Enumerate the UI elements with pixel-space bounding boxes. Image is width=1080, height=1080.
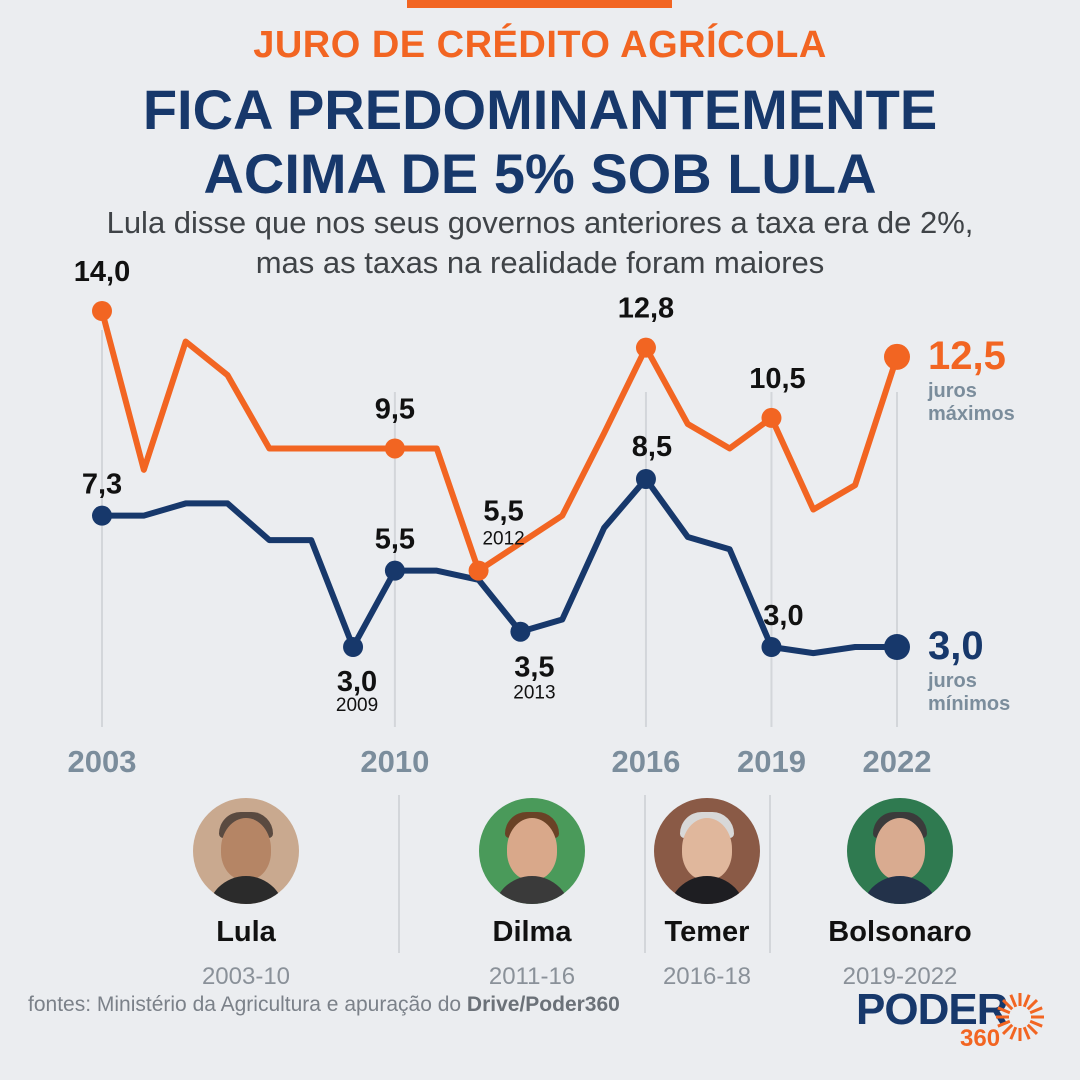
data-point: [384, 560, 405, 581]
sunburst-ray: [1022, 994, 1031, 1008]
headline-line-1: FICA PREDOMINANTEMENTE: [142, 78, 938, 141]
divider: [769, 795, 771, 953]
series-line-1: [99, 476, 900, 657]
source-note: fontes: Ministério da Agricultura e apur…: [28, 993, 620, 1017]
sunburst-ray: [1026, 1023, 1039, 1036]
data-label: 3,5: [514, 652, 554, 684]
data-label: 8,5: [632, 431, 672, 463]
bolsonaro-portrait: [847, 798, 953, 904]
dilma-portrait: [479, 798, 585, 904]
data-year-label: 2012: [482, 529, 524, 550]
data-point: [761, 637, 782, 657]
sunburst-ray: [1009, 994, 1018, 1008]
president-name: Bolsonaro: [828, 916, 972, 948]
end-point: [884, 634, 910, 660]
president-name: Temer: [664, 916, 750, 948]
data-point: [343, 637, 364, 657]
sunburst-ray: [1022, 1026, 1031, 1040]
temer-portrait: [654, 798, 760, 904]
sunburst-ray: [997, 1006, 1011, 1015]
series-name-label: mínimos: [928, 693, 1010, 715]
data-label: 3,0: [763, 600, 803, 632]
president-name: Lula: [216, 916, 276, 948]
end-value-label: 12,5: [928, 334, 1006, 378]
sunburst-ray: [1026, 998, 1039, 1011]
x-tick-label: 2003: [68, 744, 137, 779]
line-chart: 2003 2010 2016 2019 202214,09,55,5201212,810…: [68, 256, 1015, 779]
source-prefix: fontes: Ministério da Agricultura e apur…: [28, 993, 467, 1016]
sunburst-ray: [1001, 998, 1014, 1011]
data-label: 10,5: [749, 363, 805, 395]
president-years: 2016-18: [662, 963, 752, 990]
x-tick-label: 2019: [737, 744, 806, 779]
president-lula: Lula 2003-10: [146, 798, 346, 991]
x-tick-label: 2016: [611, 744, 680, 779]
subtitle-line-1: Lula disse que nos seus governos anterio…: [106, 205, 974, 240]
data-label: 5,5: [375, 524, 415, 556]
president-years: 2003-10: [201, 963, 291, 990]
end-value-label: 3,0: [928, 624, 984, 668]
data-point: [761, 407, 782, 428]
data-point: [468, 560, 489, 581]
divider: [644, 795, 646, 953]
source-bold: Drive/Poder360: [466, 993, 620, 1016]
president-temer: Temer 2016-18: [607, 798, 807, 991]
lula-portrait: [193, 798, 299, 904]
data-label: 5,5: [483, 496, 523, 528]
sunburst-ray: [1009, 1026, 1018, 1040]
data-point: [635, 337, 656, 358]
president-years: 2011-16: [488, 963, 576, 990]
president-dilma: Dilma 2011-16: [432, 798, 632, 991]
data-label: 12,8: [618, 293, 674, 325]
end-point: [884, 343, 910, 370]
sunburst-ray: [1029, 1019, 1043, 1028]
data-point: [92, 301, 112, 321]
logo-number: 360: [960, 1025, 1001, 1052]
kicker: JURO DE CRÉDITO AGRÍCOLA: [253, 24, 827, 66]
data-year-label: 2009: [336, 695, 378, 716]
sunburst-ray: [997, 1019, 1011, 1028]
data-year-label: 2013: [513, 683, 555, 704]
data-label: 14,0: [74, 256, 130, 288]
president-name: Dilma: [492, 916, 572, 948]
poder360-logo: PODER 360: [856, 985, 1056, 1055]
data-label: 9,5: [375, 393, 415, 425]
x-tick-label: 2010: [360, 744, 429, 779]
data-point: [92, 505, 112, 526]
data-point: [635, 469, 656, 489]
x-tick-label: 2022: [863, 744, 932, 779]
sunburst-icon: [996, 993, 1044, 1041]
sunburst-ray: [1001, 1023, 1014, 1036]
series-name-label: máximos: [928, 403, 1015, 425]
data-point: [384, 438, 405, 459]
logo-text: PODER: [856, 985, 1008, 1034]
data-point: [510, 621, 531, 642]
top-accent-bar: [407, 0, 672, 8]
sunburst-ray: [1029, 1006, 1043, 1015]
headline-line-2: ACIMA DE 5% SOB LULA: [203, 142, 877, 205]
series-name-label: juros: [927, 380, 977, 402]
subtitle-line-2: mas as taxas na realidade foram maiores: [255, 245, 825, 280]
divider: [398, 795, 400, 953]
series-name-label: juros: [927, 670, 977, 692]
president-bolsonaro: Bolsonaro 2019-2022: [800, 798, 1000, 991]
data-label: 3,0: [337, 666, 377, 698]
data-label: 7,3: [82, 469, 122, 501]
president-years: 2019-2022: [842, 963, 958, 990]
